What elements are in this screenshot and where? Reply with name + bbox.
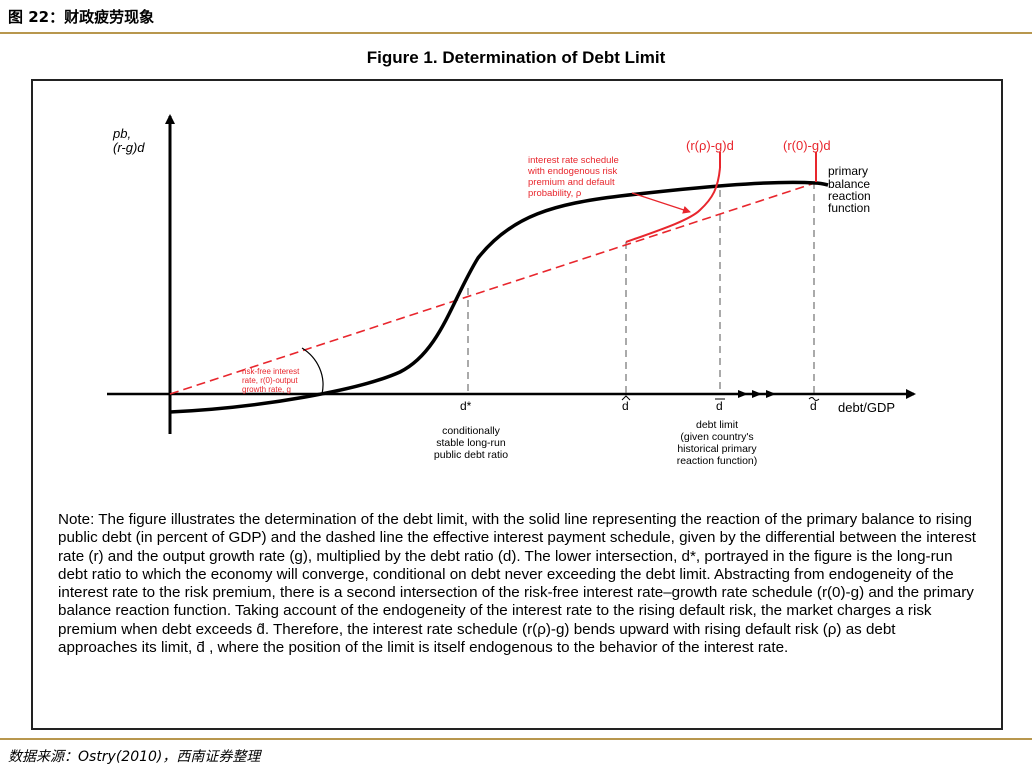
primary-balance-label: primary balance reaction function xyxy=(828,164,871,215)
y-axis-label-line1: pb, xyxy=(112,126,131,141)
x-axis-label: debt/GDP xyxy=(838,400,895,415)
figure-frame xyxy=(31,79,1003,730)
rho-schedule-label: (r(ρ)-g)d xyxy=(686,138,734,153)
tick-dstar: d* xyxy=(460,399,472,413)
svg-text:debt limit: debt limit xyxy=(696,419,738,431)
svg-text:reaction function): reaction function) xyxy=(677,455,758,467)
svg-text:d: d xyxy=(622,399,629,413)
svg-text:with endogenous risk: with endogenous risk xyxy=(527,166,617,177)
svg-text:stable long-run: stable long-run xyxy=(436,437,506,449)
dstar-caption: conditionally stable long-run public deb… xyxy=(434,425,508,461)
figure-note: Note: The figure illustrates the determi… xyxy=(58,511,977,657)
riskfree-schedule-line xyxy=(169,181,819,395)
svg-text:d: d xyxy=(716,399,723,413)
riskfree-annotation: risk-free interest rate, r(0)-output gro… xyxy=(242,367,300,394)
svg-text:reaction: reaction xyxy=(828,189,871,203)
risk-premium-schedule xyxy=(625,167,721,243)
tick-dtilde: d xyxy=(808,397,820,413)
interest-schedule-annotation: interest rate schedule with endogenous r… xyxy=(527,155,619,199)
svg-text:d: d xyxy=(810,399,817,413)
axis-progress-arrows xyxy=(725,390,776,398)
svg-text:probability, ρ: probability, ρ xyxy=(528,188,582,199)
primary-balance-curve xyxy=(169,180,829,414)
svg-text:risk-free interest: risk-free interest xyxy=(242,367,300,376)
svg-text:function: function xyxy=(828,201,870,215)
svg-text:balance: balance xyxy=(828,177,870,191)
report-figure-header: 图 22：财政疲劳现象 xyxy=(8,8,155,26)
y-axis-label-line2: (r-g)d xyxy=(113,140,145,155)
svg-text:public debt ratio: public debt ratio xyxy=(434,449,508,461)
svg-text:historical primary: historical primary xyxy=(677,443,757,455)
figure-title: Figure 1. Determination of Debt Limit xyxy=(366,48,666,67)
footer-rule xyxy=(0,738,1032,740)
data-source: 数据来源：Ostry(2010)，西南证券整理 xyxy=(8,749,261,765)
tick-dhat: d xyxy=(621,395,631,413)
svg-text:interest rate schedule: interest rate schedule xyxy=(528,155,619,166)
riskfree-angle-arc xyxy=(301,347,324,395)
svg-text:primary: primary xyxy=(828,164,868,178)
dbar-caption: debt limit (given country's historical p… xyxy=(677,419,758,467)
interest-annotation-pointer xyxy=(631,192,691,214)
svg-text:premium and default: premium and default xyxy=(528,177,615,188)
tick-dbar: d xyxy=(715,398,725,413)
svg-text:conditionally: conditionally xyxy=(442,425,501,437)
header-rule xyxy=(0,32,1032,34)
svg-text:(given country's: (given country's xyxy=(680,431,753,443)
svg-text:growth rate, g: growth rate, g xyxy=(242,385,291,394)
zero-schedule-label: (r(0)-g)d xyxy=(783,138,831,153)
svg-text:rate, r(0)-output: rate, r(0)-output xyxy=(242,376,298,385)
